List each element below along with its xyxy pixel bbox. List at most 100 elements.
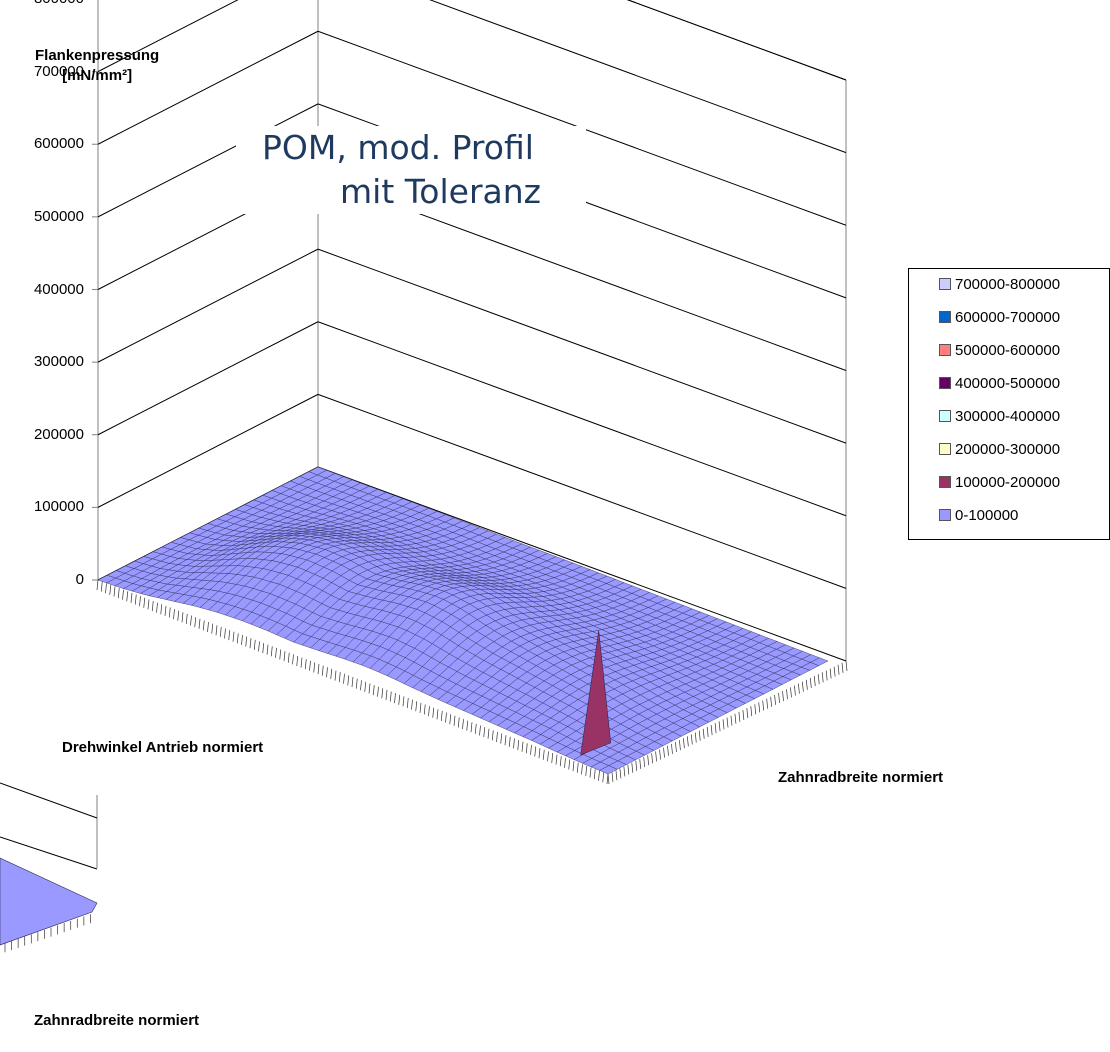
x-tick-mark — [309, 660, 311, 671]
y-tick-mark — [659, 749, 661, 760]
x-tick-mark — [576, 762, 579, 773]
legend-swatch — [939, 278, 951, 290]
chart-title: POM, mod. Profil mit Toleranz — [236, 126, 586, 214]
legend-swatch — [939, 443, 951, 455]
fragment-gridline — [0, 836, 98, 870]
x-tick-mark — [202, 620, 205, 631]
gridline — [317, 466, 847, 662]
gridline — [317, 248, 847, 444]
x-tick-mark — [453, 715, 456, 726]
y-tick-mark — [750, 706, 753, 717]
y-tick-mark — [698, 730, 701, 741]
y-tick-mark — [619, 768, 622, 779]
y-tick-mark — [845, 660, 848, 672]
y-tick-mark — [817, 674, 820, 685]
x-tick-mark — [147, 599, 150, 610]
x-tick-mark — [470, 722, 473, 733]
x-tick-mark — [287, 652, 290, 663]
z-tick-label: 400000 — [33, 280, 84, 298]
x-tick-mark — [300, 657, 303, 668]
y-tick-mark — [671, 743, 673, 754]
x-tick-mark — [389, 691, 392, 702]
x-tick-mark — [283, 651, 286, 662]
x-tick-mark — [547, 751, 549, 762]
x-tick-mark — [449, 714, 452, 725]
x-tick-mark — [253, 639, 256, 650]
y-tick-mark — [774, 694, 776, 705]
gridline — [97, 321, 319, 436]
x-tick-mark — [534, 746, 537, 757]
x-tick-mark — [343, 673, 345, 684]
x-tick-mark — [445, 712, 447, 723]
z-tick-label: 800000 — [0, 0, 84, 7]
y-tick-mark — [627, 764, 630, 775]
y-tick-mark — [742, 709, 745, 721]
x-tick-mark — [398, 694, 401, 705]
x-tick-mark — [500, 733, 503, 744]
z-axis-title: Flankenpressung [mN/mm²] — [35, 46, 159, 86]
x-tick-mark — [508, 736, 511, 747]
x-tick-mark — [100, 581, 103, 592]
gridline — [97, 393, 319, 508]
x-tick-mark — [296, 655, 299, 667]
x-tick-mark — [249, 638, 252, 649]
x-tick-mark — [113, 586, 116, 597]
x-tick-mark — [496, 731, 498, 743]
gridline — [97, 248, 319, 363]
y-tick-mark — [758, 702, 761, 713]
x-tick-mark — [385, 689, 388, 700]
x-tick-mark — [419, 702, 422, 713]
x-tick-mark — [143, 597, 146, 608]
y-tick-mark — [730, 715, 733, 726]
x-tick-mark — [258, 641, 260, 652]
y-tick-mark — [782, 691, 784, 702]
y-tick-mark — [710, 724, 713, 736]
wall-edge — [626, 0, 847, 81]
legend-label: 400000-500000 — [955, 374, 1061, 392]
y-tick-mark — [770, 696, 772, 707]
y-tick-mark — [718, 721, 721, 732]
y-tick-mark — [813, 676, 816, 687]
x-tick-mark — [517, 740, 520, 751]
legend-item: 400000-500000 — [939, 372, 1060, 394]
x-tick-mark — [525, 743, 528, 754]
x-tick-mark — [436, 709, 439, 720]
x-tick-mark — [134, 594, 137, 605]
y-tick-mark — [790, 687, 792, 698]
y-tick-mark — [837, 664, 840, 675]
x-tick-mark — [317, 664, 320, 675]
y-tick-mark — [802, 681, 804, 692]
y-tick-mark — [746, 708, 749, 719]
x-tick-mark — [177, 610, 180, 621]
z-tick-label: 500000 — [33, 207, 84, 225]
x-tick-mark — [415, 701, 418, 712]
x-tick-mark — [139, 596, 141, 607]
x-tick-mark — [411, 699, 413, 710]
legend-item: 0-100000 — [939, 504, 1018, 526]
gridline — [626, 0, 847, 81]
y-tick-mark — [754, 704, 757, 715]
x-tick-mark — [355, 678, 358, 689]
y-tick-mark — [794, 685, 796, 696]
y-tick-mark — [694, 732, 697, 743]
x-tick-mark — [185, 613, 188, 624]
y-tick-mark — [611, 772, 614, 783]
x-tick-mark — [211, 623, 214, 634]
x-tick-mark — [292, 654, 294, 665]
x-tick-mark — [347, 675, 350, 686]
x-tick-mark — [381, 688, 384, 699]
fragment-surface — [0, 857, 98, 946]
x-tick-mark — [602, 772, 605, 783]
legend-label: 300000-400000 — [955, 407, 1061, 425]
x-tick-mark — [530, 744, 532, 755]
x-tick-mark — [513, 738, 515, 749]
y-tick-mark — [690, 734, 693, 745]
x-tick-mark — [96, 579, 99, 591]
legend-swatch — [939, 311, 951, 323]
y-tick-mark — [643, 757, 646, 768]
x-tick-mark — [232, 631, 235, 642]
y-tick-mark — [607, 773, 610, 785]
x-tick-mark — [330, 668, 333, 679]
y-axis-label-fragment: Zahnradbreite normiert — [34, 1012, 200, 1029]
y-axis-label: Zahnradbreite normiert — [778, 769, 944, 786]
